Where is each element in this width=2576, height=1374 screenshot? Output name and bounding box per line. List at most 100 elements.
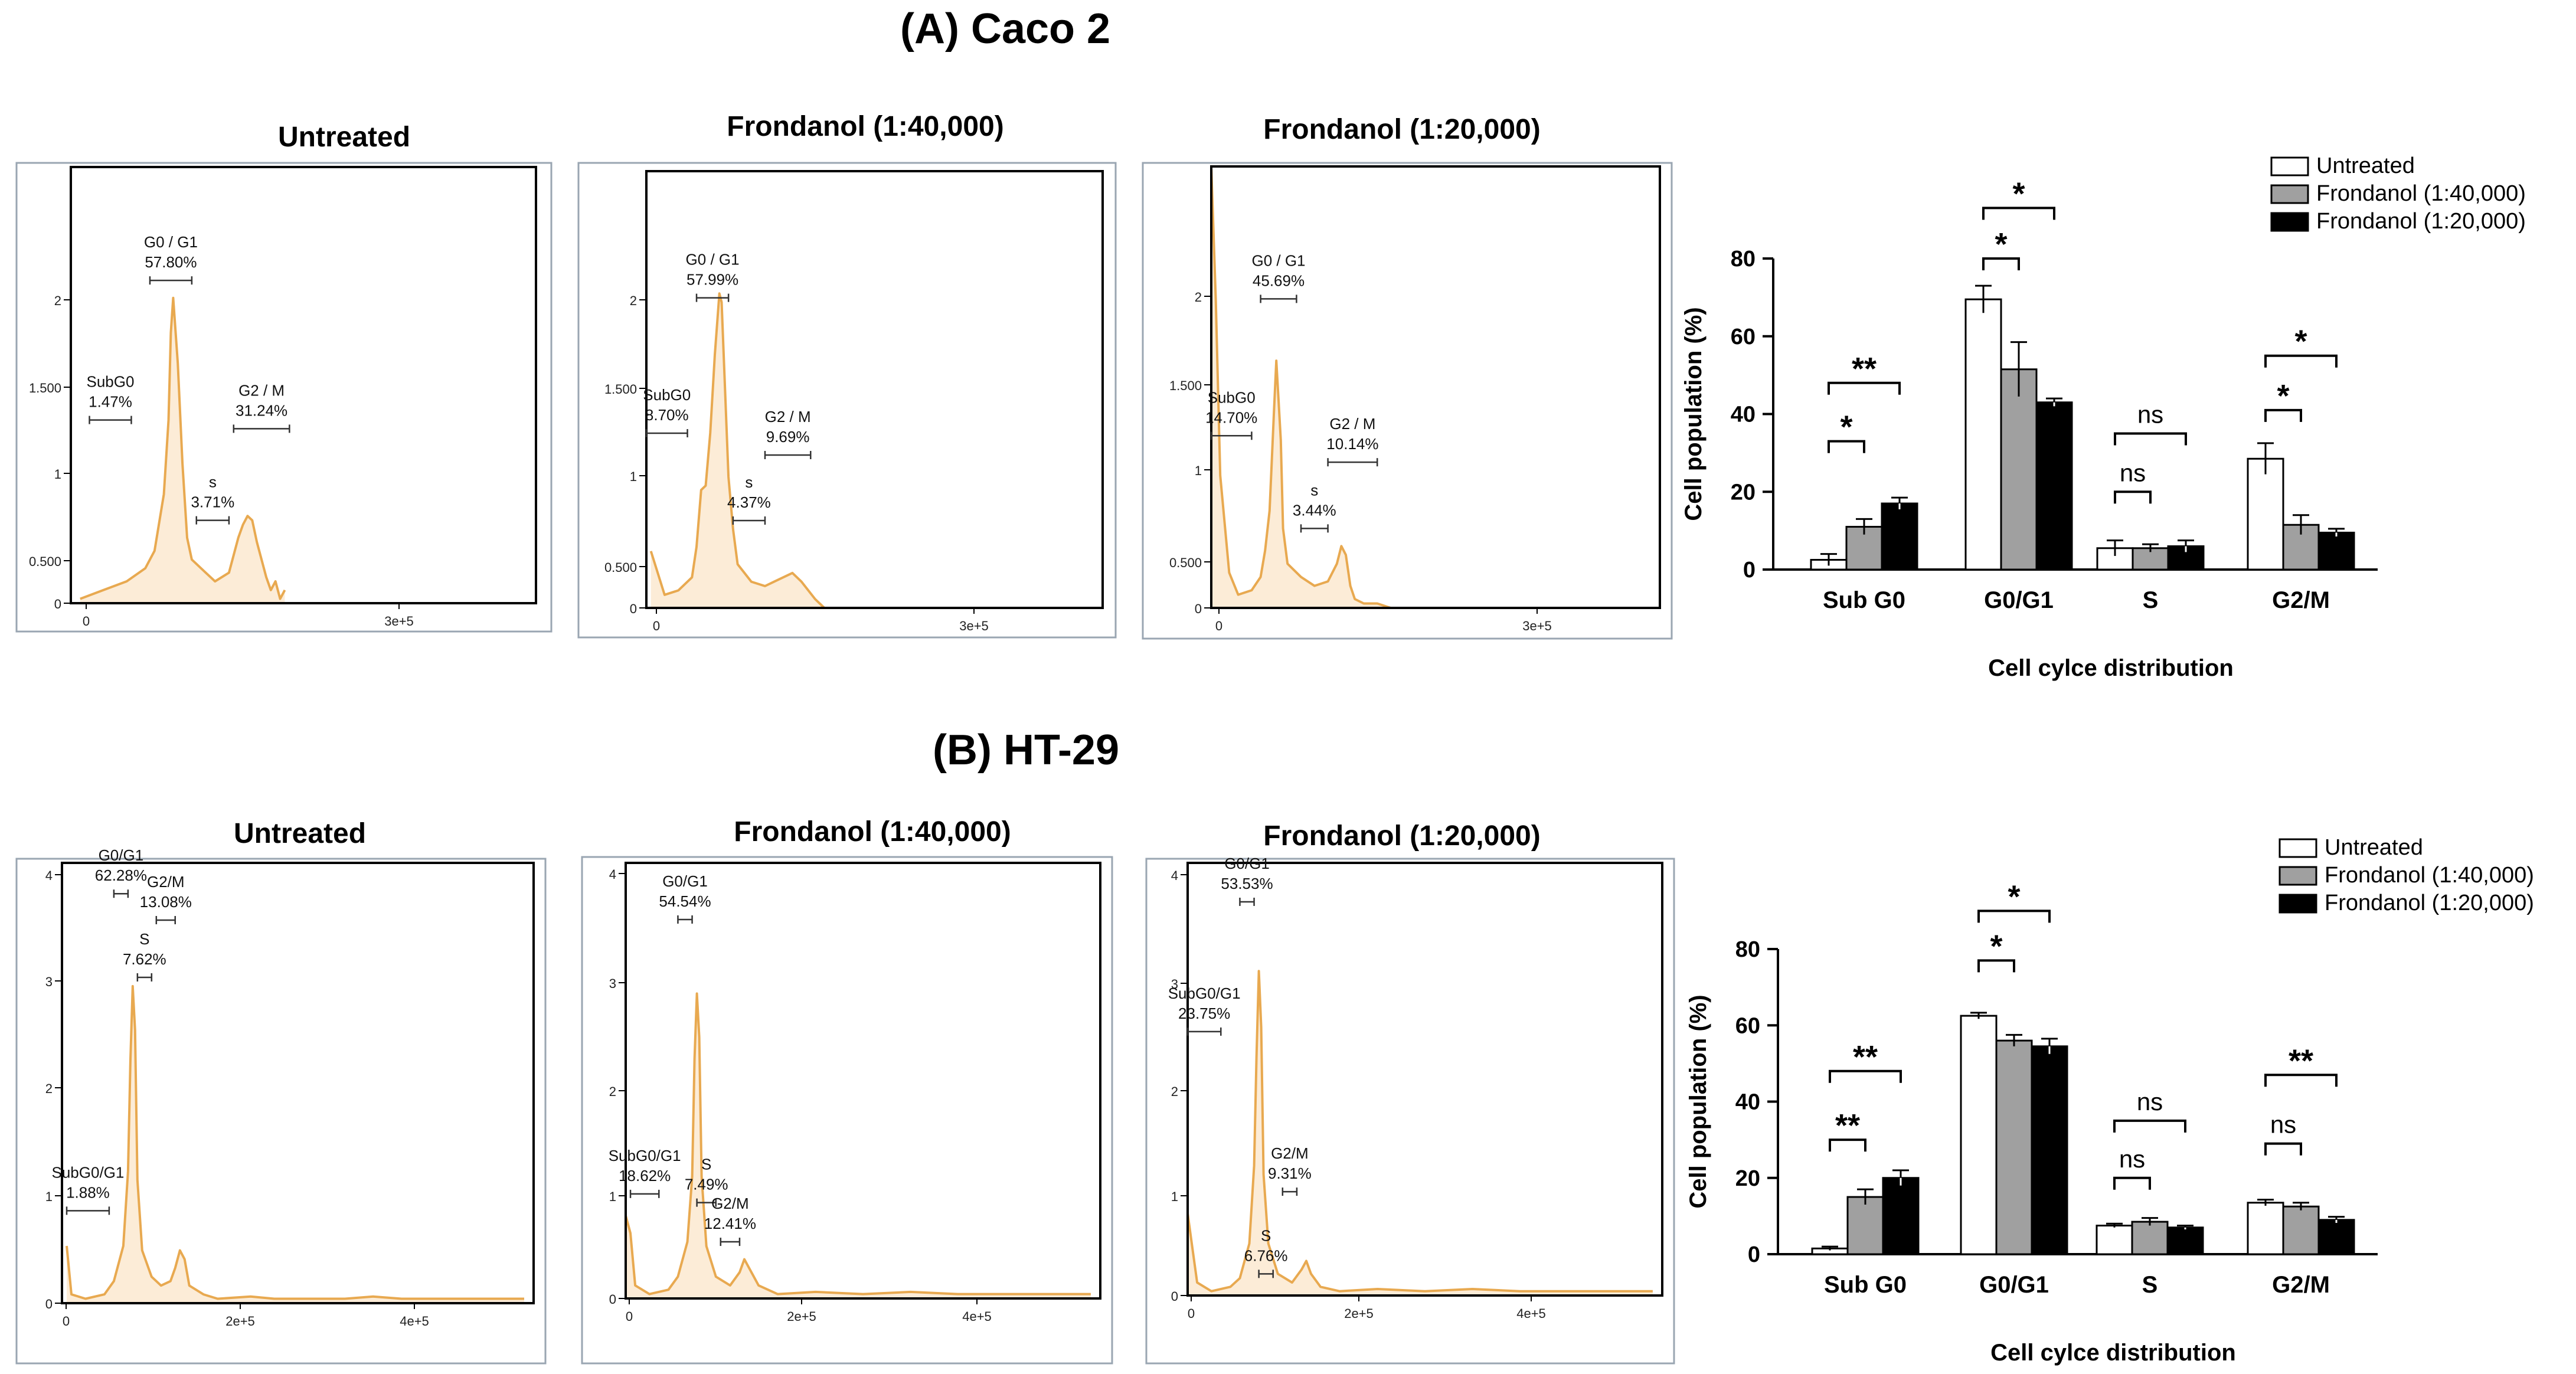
histogram-curve — [80, 296, 286, 600]
histogram-curve — [1186, 970, 1653, 1293]
histogram-curve — [1210, 166, 1391, 609]
category-label: G0/G1 — [1984, 587, 2054, 613]
histogram-panel: Frondanol (1:20,000) 0 1 2 3 4 0 2e+5 4e+5 SubG0/… — [1145, 820, 1675, 1365]
significance-bracket: * — [1977, 928, 2015, 973]
legend-item: Frondanol (1:20,000) — [2270, 209, 2526, 234]
gate-percentage: 9.69% — [766, 428, 810, 446]
gate-percentage: 12.41% — [704, 1215, 756, 1232]
gate-label: SubG0 — [87, 373, 135, 391]
gate-percentage: 8.70% — [645, 406, 689, 424]
gate-label: G0 / G1 — [1251, 251, 1305, 269]
gate-label: G0 / G1 — [686, 251, 740, 269]
bracket-line — [2113, 1176, 2151, 1190]
x-tick-label: 3e+5 — [384, 614, 414, 629]
gate-label: SubG0/G1 — [52, 1163, 125, 1181]
y-tick-label: 20 — [1735, 1166, 1760, 1191]
y-tick-label: 2 — [630, 293, 637, 308]
y-tick-label: 1 — [54, 467, 61, 482]
legend-item: Untreated — [2270, 153, 2415, 178]
x-axis-label: Cell cylce distribution — [1990, 1340, 2236, 1366]
gate: G0 / G1 57.99% — [686, 251, 740, 302]
y-tick-label: 1 — [630, 469, 637, 484]
x-tick-label: 0 — [1215, 619, 1222, 633]
histogram-title: Untreated — [234, 818, 366, 849]
gate-label: S — [1261, 1226, 1271, 1244]
bracket-line — [2264, 408, 2302, 422]
gate: G2/M 9.31% — [1268, 1144, 1312, 1196]
histogram-plot-border — [70, 166, 537, 604]
histogram-plot-border — [1210, 165, 1661, 609]
histogram-panel: Frondanol (1:20,000) 0 0.500 1 1.500 2 0 3e+5 Su… — [1142, 114, 1673, 640]
y-tick-label: 80 — [1731, 247, 1756, 271]
x-tick-label: 4e+5 — [1516, 1306, 1546, 1321]
bracket-line — [1977, 959, 2015, 973]
histogram-panel: Untreated 0 0.500 1 1.500 2 0 3e+5 SubG0 1.47% G0 … — [15, 122, 553, 633]
bar — [2247, 457, 2284, 571]
bracket-line — [2264, 1074, 2338, 1087]
y-tick-label: 1 — [609, 1189, 616, 1204]
x-tick-label: 2e+5 — [787, 1309, 816, 1324]
gate-percentage: 6.76% — [1244, 1247, 1288, 1264]
legend-swatch — [2278, 838, 2317, 858]
gate-percentage: 10.14% — [1326, 435, 1378, 453]
legend-swatch — [2278, 866, 2317, 886]
x-tick-label: 3e+5 — [959, 619, 989, 633]
significance-label: ** — [2289, 1043, 2313, 1078]
gate-percentage: 7.62% — [123, 950, 166, 968]
gate-label: G0/G1 — [662, 872, 708, 890]
gate-percentage: 54.54% — [659, 892, 711, 910]
histogram-plot-border — [645, 170, 1104, 609]
histogram-panel: Frondanol (1:40,000) 0 0.500 1 1.500 2 0 3e+5 Su… — [577, 111, 1117, 639]
y-tick-label: 3 — [609, 976, 616, 991]
bracket-line — [2113, 1119, 2186, 1133]
bracket-line — [2114, 490, 2152, 504]
x-tick-label: 0 — [83, 614, 90, 629]
y-tick-label: 0 — [1743, 558, 1756, 583]
significance-label: * — [2008, 879, 2020, 914]
bracket-line — [1828, 381, 1901, 395]
significance-label: ** — [1835, 1108, 1860, 1143]
x-tick-label: 4e+5 — [962, 1309, 992, 1324]
section-a-title: (A) Caco 2 — [900, 5, 1111, 53]
legend-swatch — [2278, 894, 2317, 914]
histogram-frame — [15, 858, 547, 1365]
gate: G2 / M 31.24% — [233, 381, 290, 433]
bar — [2000, 368, 2038, 571]
gate-label: SubG0/G1 — [609, 1147, 681, 1164]
y-tick-label: 3 — [45, 974, 53, 989]
gate-percentage: 23.75% — [1178, 1005, 1230, 1022]
significance-label: ns — [2137, 400, 2163, 428]
gate: SubG0/G1 23.75% — [1168, 984, 1241, 1036]
gate: SubG0 8.70% — [643, 386, 691, 437]
y-tick-label: 1 — [45, 1189, 53, 1204]
gate: S 7.49% — [685, 1156, 728, 1207]
bar — [1881, 502, 1918, 571]
gate-percentage: 14.70% — [1205, 408, 1257, 426]
y-axis-label: Cell population (%) — [1681, 307, 1707, 521]
gate-label: G2/M — [711, 1195, 749, 1212]
x-tick-label: 0 — [653, 619, 660, 633]
y-tick-label: 0.500 — [1169, 555, 1202, 570]
histogram-curve — [66, 984, 524, 1300]
legend-label: Frondanol (1:40,000) — [2325, 863, 2534, 888]
bar — [2317, 531, 2355, 571]
gate-label: G0/G1 — [99, 846, 144, 864]
gate-percentage: 4.37% — [727, 493, 771, 511]
gate-percentage: 1.88% — [66, 1183, 110, 1201]
y-tick-label: 0 — [45, 1297, 53, 1311]
y-tick-label: 2 — [54, 293, 61, 308]
gate: S 6.76% — [1244, 1226, 1288, 1278]
significance-label: ns — [2270, 1111, 2296, 1139]
significance-bracket: ** — [1829, 1039, 1902, 1083]
significance-bracket: * — [1982, 227, 2020, 270]
histogram-title: Untreated — [278, 122, 410, 153]
significance-bracket: * — [1977, 879, 2051, 923]
y-tick-label: 1 — [1195, 463, 1202, 478]
significance-bracket: * — [2264, 378, 2302, 422]
x-tick-label: 0 — [626, 1309, 633, 1324]
gate: G2 / M 9.69% — [764, 408, 812, 459]
histogram-frame — [577, 162, 1117, 639]
significance-bracket: ** — [2264, 1043, 2338, 1087]
significance-label: ns — [2119, 1145, 2145, 1173]
bar — [2166, 1226, 2204, 1255]
